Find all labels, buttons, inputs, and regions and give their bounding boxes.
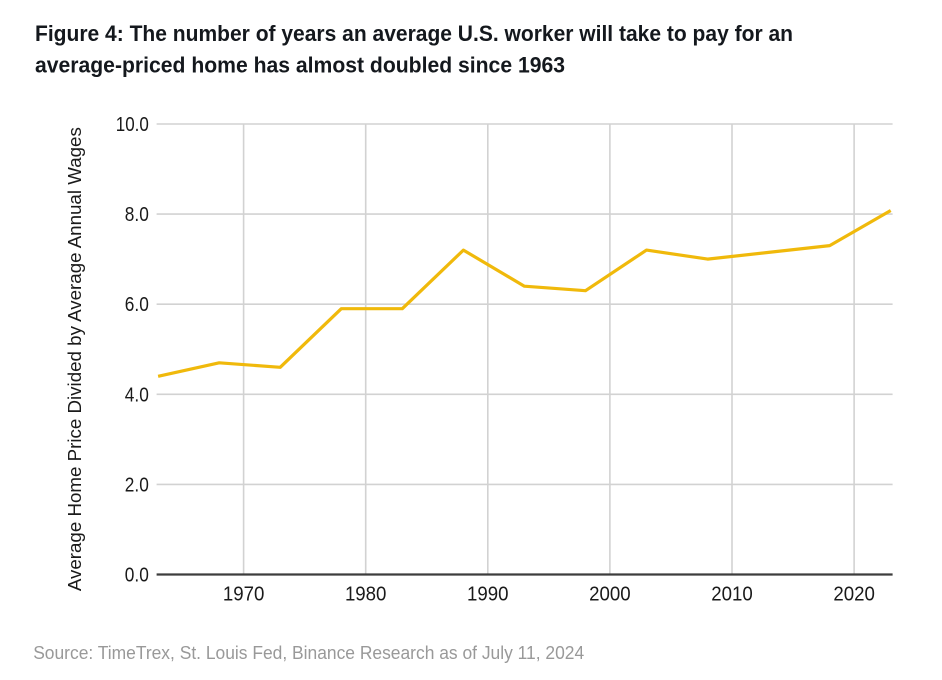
svg-text:10.0: 10.0 (116, 114, 149, 136)
svg-text:0.0: 0.0 (125, 565, 149, 587)
svg-text:8.0: 8.0 (125, 204, 149, 226)
svg-text:average-priced home has almost: average-priced home has almost doubled s… (35, 53, 565, 78)
svg-text:1980: 1980 (345, 584, 387, 606)
svg-text:1990: 1990 (467, 584, 509, 606)
svg-text:Source: TimeTrex, St. Louis Fe: Source: TimeTrex, St. Louis Fed, Binance… (33, 642, 584, 663)
svg-text:Figure 4: The number of years: Figure 4: The number of years an average… (35, 21, 793, 46)
svg-text:1970: 1970 (223, 584, 265, 606)
svg-text:4.0: 4.0 (125, 384, 149, 406)
svg-text:2020: 2020 (833, 584, 875, 606)
svg-text:2010: 2010 (711, 584, 753, 606)
svg-text:6.0: 6.0 (125, 294, 149, 316)
svg-text:2000: 2000 (589, 584, 631, 606)
svg-text:Average Home Price Divided by: Average Home Price Divided by Average An… (65, 127, 85, 591)
svg-text:2.0: 2.0 (125, 474, 149, 496)
